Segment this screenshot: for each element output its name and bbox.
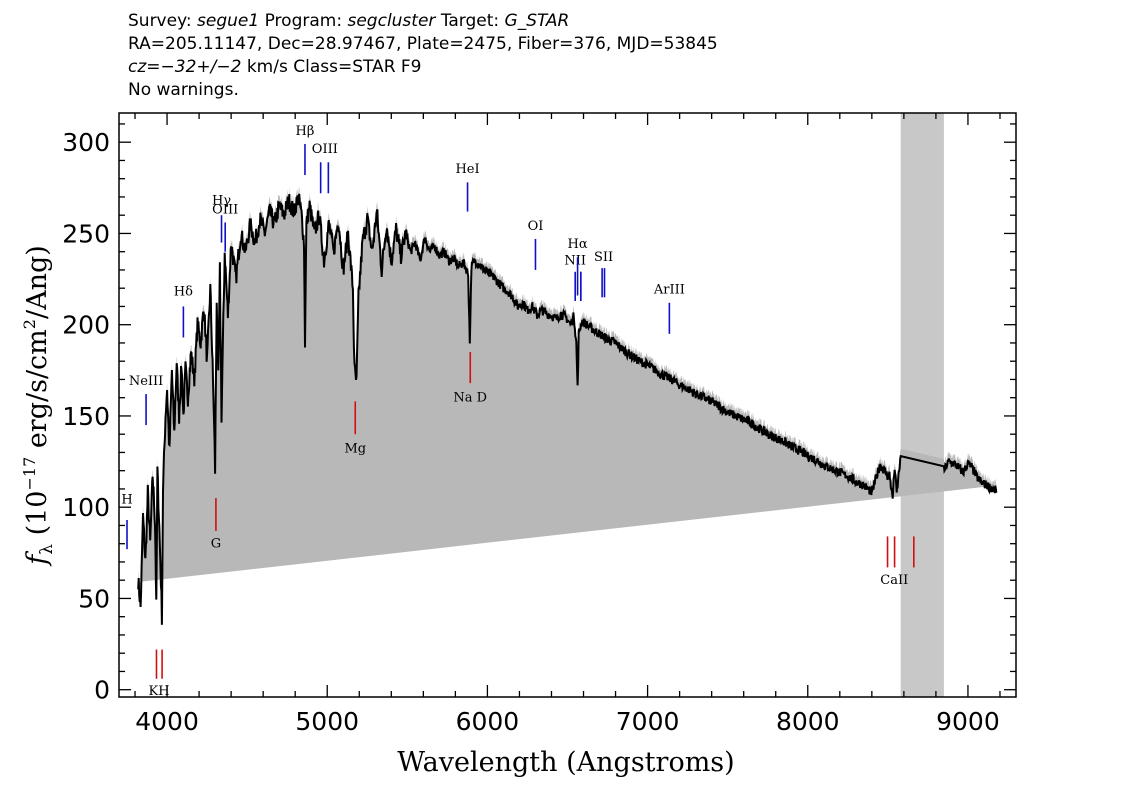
- spectrum-line: [137, 193, 998, 625]
- target-value: G_STAR: [504, 11, 570, 31]
- line-marker-h-3: Hγ: [212, 193, 231, 243]
- target-label: Target:: [440, 11, 500, 31]
- header-line-redshift: cz=−32+/−2 km/s Class=STAR F9: [128, 56, 718, 79]
- line-label-g: G: [211, 536, 221, 551]
- line-marker-oi-8: OI: [528, 219, 544, 270]
- line-marker-sii-12: SII: [594, 250, 613, 298]
- program-value: segcluster: [347, 11, 436, 31]
- line-label-neiii: NeIII: [129, 374, 163, 389]
- line-label-sii: SII: [594, 250, 613, 265]
- x-tick-label: 8000: [776, 707, 840, 736]
- line-marker-ariii-13: ArIII: [653, 283, 685, 334]
- spectrum-header: Survey: segue1 Program: segcluster Targe…: [128, 10, 718, 102]
- x-tick-label: 9000: [936, 707, 1000, 736]
- line-label-na-d: Na D: [453, 390, 487, 405]
- line-marker-h-2: Hδ: [174, 285, 193, 338]
- line-label-h: Hα: [568, 237, 588, 252]
- line-marker-h-10: Hα: [568, 237, 588, 296]
- line-marker-mg-16: Mg: [344, 401, 366, 456]
- cz-unit-class: km/s Class=STAR F9: [241, 57, 422, 77]
- line-marker-layer: HNeIIIHδHγOIIIHβOIIIHeIOINIIHαSIIArIIIKH…: [121, 124, 915, 699]
- y-tick-label: 250: [62, 219, 110, 248]
- y-axis-title-c: /Ang): [22, 245, 53, 319]
- line-label-oiii: OIII: [212, 202, 238, 217]
- line-marker-oiii-6: OIII: [312, 142, 338, 194]
- line-label-kh: KH: [149, 684, 170, 699]
- line-label-h: Hγ: [212, 193, 231, 208]
- axes-layer: 4000 5000 6000 7000 8000 9000 0 50 100 150 200 250 3…: [62, 112, 1017, 736]
- line-label-ariii: ArIII: [653, 283, 685, 298]
- x-tick-label: 5000: [295, 707, 359, 736]
- plot-frame: [118, 112, 1017, 698]
- header-line-survey: Survey: segue1 Program: segcluster Targe…: [128, 10, 718, 33]
- y-axis-title-exp2: 2: [20, 319, 39, 329]
- line-label-h: Hδ: [174, 285, 193, 300]
- x-axis-title: Wavelength (Angstroms): [397, 747, 734, 778]
- x-tick-label: 4000: [135, 707, 199, 736]
- y-axis-title-sub: λ: [37, 544, 57, 555]
- line-label-h: H: [121, 493, 132, 508]
- line-label-oiii: OIII: [312, 142, 338, 157]
- line-marker-caii-18: CaII: [880, 536, 915, 588]
- y-axis-title-b: erg/s/cm: [22, 329, 53, 457]
- y-tick-label: 50: [78, 584, 110, 613]
- y-tick-label: 150: [62, 402, 110, 431]
- x-tick-label: 6000: [456, 707, 520, 736]
- y-tick-label: 200: [62, 311, 110, 340]
- y-axis-title-exp1: −17: [20, 457, 39, 491]
- spectrum-layer: [137, 193, 998, 625]
- line-label-caii: CaII: [880, 573, 908, 588]
- y-tick-label: 300: [62, 128, 110, 157]
- line-marker-neiii-1: NeIII: [129, 374, 163, 426]
- header-line-coordinates: RA=205.11147, Dec=28.97467, Plate=2475, …: [128, 34, 718, 54]
- line-marker-h-0: H: [121, 493, 133, 550]
- line-label-nii: NII: [564, 253, 586, 268]
- line-label-h: Hβ: [296, 124, 315, 139]
- header-line-warnings: No warnings.: [128, 80, 239, 100]
- line-marker-h-5: Hβ: [296, 124, 315, 176]
- cz-label: cz: [128, 57, 147, 77]
- y-axis-title: fλ (10−17 erg/s/cm2/Ang): [20, 245, 57, 567]
- line-label-mg: Mg: [344, 441, 366, 456]
- line-label-oi: OI: [528, 219, 544, 234]
- survey-value: segue1: [197, 11, 260, 31]
- program-label: Program:: [264, 11, 343, 31]
- line-marker-na-d-17: Na D: [453, 352, 487, 405]
- y-axis-title-a: (10: [22, 491, 53, 544]
- line-marker-oiii-4: OIII: [212, 202, 238, 252]
- y-tick-label: 100: [62, 493, 110, 522]
- survey-label: Survey:: [128, 11, 192, 31]
- line-marker-nii-9: NII: [564, 253, 586, 301]
- line-marker-g-15: G: [211, 498, 221, 551]
- masked-region: [900, 113, 944, 697]
- line-marker-hei-7: HeI: [455, 162, 480, 212]
- line-label-hei: HeI: [455, 162, 479, 177]
- x-tick-label: 7000: [616, 707, 680, 736]
- y-tick-label: 0: [94, 676, 110, 705]
- cz-value: =−32+/−2: [146, 57, 242, 77]
- line-marker-kh-14: KH: [149, 649, 170, 699]
- masked-region-layer: [900, 113, 944, 697]
